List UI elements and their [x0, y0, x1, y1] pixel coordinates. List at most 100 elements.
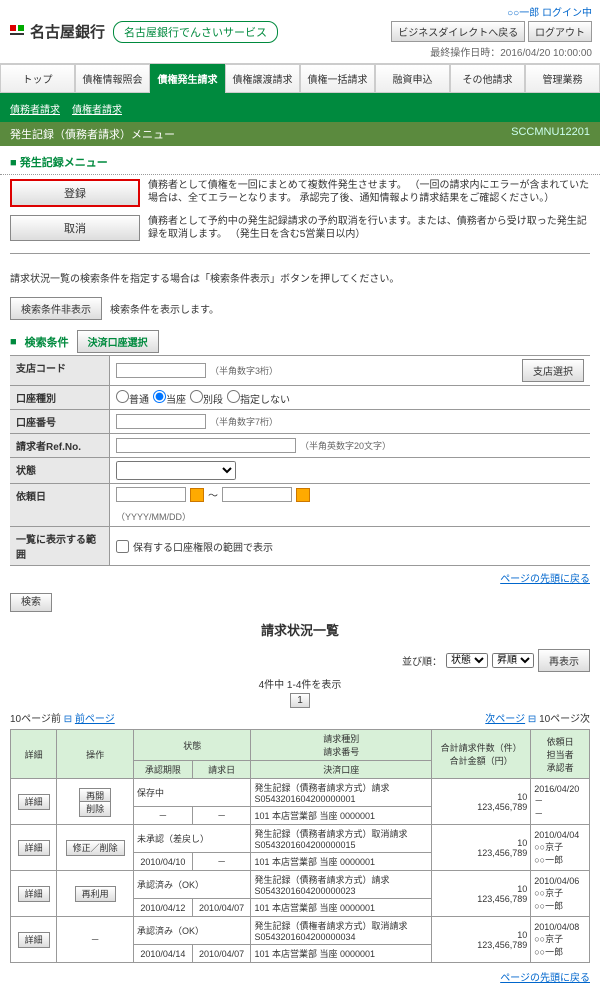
date-to[interactable] [222, 487, 292, 502]
form-value: （半角数字3桁）支店選択 [110, 356, 590, 385]
calendar-icon[interactable] [296, 488, 310, 502]
section-bar: 発生記録（債務者請求）メニュー SCCMNU12201 [0, 122, 600, 146]
radio-指定しない[interactable] [227, 390, 240, 403]
subnav-link[interactable]: 債権者請求 [72, 105, 122, 116]
table-row: 詳細－承認済み（OK）発生記録（債権者請求方式）取消請求S05432016042… [11, 917, 590, 945]
divider [10, 253, 590, 254]
toggle-conditions-button[interactable]: 検索条件非表示 [10, 297, 102, 320]
next-icon[interactable]: ⊟ [528, 714, 536, 725]
list-count: 4件中 1-4件を表示 [0, 674, 600, 693]
account-select-button[interactable]: 決済口座選択 [77, 330, 159, 353]
th-status: 状態 [134, 730, 251, 761]
page-top-link-2[interactable]: ページの先頭に戻る [500, 973, 590, 984]
status-select[interactable] [116, 461, 236, 480]
branch-select-button[interactable]: 支店選択 [522, 359, 584, 382]
tab-6[interactable]: その他請求 [450, 64, 525, 93]
redisplay-button[interactable]: 再表示 [538, 649, 590, 672]
th-account: 決済口座 [251, 761, 432, 779]
calendar-icon[interactable] [190, 488, 204, 502]
sub-nav: 債務者請求 債権者請求 [0, 95, 600, 122]
form-value: （半角英数字20文字） [110, 434, 590, 457]
th-approve: 承認期限 [134, 761, 193, 779]
th-reqdate: 請求日 [192, 761, 251, 779]
th-total: 合計請求件数（件）合計金額（円） [431, 730, 530, 779]
prev-icon[interactable]: ⊟ [64, 714, 72, 725]
form-label: 支店コード [10, 356, 110, 385]
request-table: 詳細 操作 状態 請求種別請求番号 合計請求件数（件）合計金額（円） 依頼日担当… [10, 729, 590, 963]
sort-order-select[interactable]: 昇順 [492, 653, 534, 668]
condition-note: 検索条件を表示します。 [110, 301, 219, 316]
page-header: 名古屋銀行 名古屋銀行でんさいサービス ○○一郎 ログイン中 ビジネスダイレクト… [0, 0, 600, 64]
table-row: 詳細修正／削除未承認（差戻し）発生記録（債務者請求方式）取消請求S0543201… [11, 825, 590, 853]
form-value: 保有する口座権限の範囲で表示 [110, 527, 590, 565]
op-button[interactable]: 削除 [79, 801, 111, 817]
tab-1[interactable]: 債権情報照会 [75, 64, 150, 93]
form-value [110, 458, 590, 483]
text-input[interactable] [116, 363, 206, 378]
logout-button[interactable]: ログアウト [528, 21, 592, 42]
form-value: （半角数字7桁） [110, 410, 590, 433]
page-1-button[interactable]: 1 [290, 693, 310, 708]
back-button[interactable]: ビジネスダイレクトへ戻る [391, 21, 525, 42]
menu-button-登録[interactable]: 登録 [10, 179, 140, 207]
radio-別段[interactable] [190, 390, 203, 403]
op-button[interactable]: 再利用 [75, 886, 116, 902]
menu-title: 発生記録メニュー [0, 146, 600, 175]
th-type: 請求種別請求番号 [251, 730, 432, 761]
list-title: 請求状況一覧 [0, 612, 600, 647]
section-title: 発生記録（債務者請求）メニュー [10, 126, 175, 142]
page-top-link[interactable]: ページの先頭に戻る [500, 574, 590, 585]
tab-0[interactable]: トップ [0, 64, 75, 93]
form-value: ～ （YYYY/MM/DD） [110, 484, 590, 526]
form-label: 依頼日 [10, 484, 110, 526]
form-label: 一覧に表示する範囲 [10, 527, 110, 565]
table-row: 詳細再開削除保存中発生記録（債務者請求方式）請求S054320160420000… [11, 779, 590, 807]
form-label: 状態 [10, 458, 110, 483]
header-right: ○○一郎 ログイン中 ビジネスダイレクトへ戻る ログアウト 最終操作日時：201… [391, 4, 592, 59]
menu-desc: 債務者として予約中の発生記録請求の予約取消を行います。または、債務者から受け取っ… [148, 215, 590, 241]
tab-7[interactable]: 管理業務 [525, 64, 600, 93]
radio-当座[interactable] [153, 390, 166, 403]
form-label: 口座番号 [10, 410, 110, 433]
prev-page-link[interactable]: 前ページ [75, 714, 115, 725]
search-conditions-title: 検索条件 決済口座選択 [0, 324, 600, 355]
next-page-link[interactable]: 次ページ [485, 714, 525, 725]
instruction-text: 請求状況一覧の検索条件を指定する場合は「検索条件表示」ボタンを押してください。 [0, 262, 600, 293]
last-operation: 最終操作日時：2016/04/20 10:00:00 [391, 44, 592, 59]
login-status: ○○一郎 ログイン中 [391, 4, 592, 19]
pager: 10ページ前 ⊟ 前ページ 次ページ ⊟ 10ページ次 [0, 708, 600, 727]
menu-button-取消[interactable]: 取消 [10, 215, 140, 241]
text-input[interactable] [116, 438, 296, 453]
bank-logo: 名古屋銀行 [8, 21, 105, 42]
screen-id: SCCMNU12201 [511, 126, 590, 142]
search-button[interactable]: 検索 [10, 593, 52, 612]
tab-3[interactable]: 債権譲渡請求 [225, 64, 300, 93]
detail-button[interactable]: 詳細 [18, 932, 50, 948]
form-value: 普通当座別段指定しない [110, 386, 590, 409]
service-name: 名古屋銀行でんさいサービス [113, 21, 278, 43]
table-row: 詳細再利用承認済み（OK）発生記録（債務者請求方式）請求S05432016042… [11, 871, 590, 899]
form-label: 口座種別 [10, 386, 110, 409]
form-label: 請求者Ref.No. [10, 434, 110, 457]
th-detail: 詳細 [11, 730, 57, 779]
list-controls: 並び順： 状態 昇順 再表示 [0, 647, 600, 674]
main-tabs: トップ債権情報照会債権発生請求債権譲渡請求債権一括請求融資申込その他請求管理業務 [0, 64, 600, 95]
radio-普通[interactable] [116, 390, 129, 403]
th-dep: 依頼日担当者承認者 [531, 730, 590, 779]
tab-5[interactable]: 融資申込 [375, 64, 450, 93]
sort-field-select[interactable]: 状態 [446, 653, 488, 668]
detail-button[interactable]: 詳細 [18, 886, 50, 902]
detail-button[interactable]: 詳細 [18, 840, 50, 856]
menu-desc: 債務者として債権を一回にまとめて複数件発生させます。 （一回の請求内にエラーが含… [148, 179, 590, 205]
bank-name: 名古屋銀行 [30, 21, 105, 42]
detail-button[interactable]: 詳細 [18, 794, 50, 810]
th-op: 操作 [57, 730, 134, 779]
op-button[interactable]: 修正／削除 [66, 840, 125, 856]
text-input[interactable] [116, 414, 206, 429]
scope-checkbox[interactable] [116, 540, 129, 553]
tab-4[interactable]: 債権一括請求 [300, 64, 375, 93]
date-from[interactable] [116, 487, 186, 502]
logo-icon [8, 23, 26, 41]
subnav-link[interactable]: 債務者請求 [10, 105, 60, 116]
tab-2[interactable]: 債権発生請求 [150, 64, 225, 93]
